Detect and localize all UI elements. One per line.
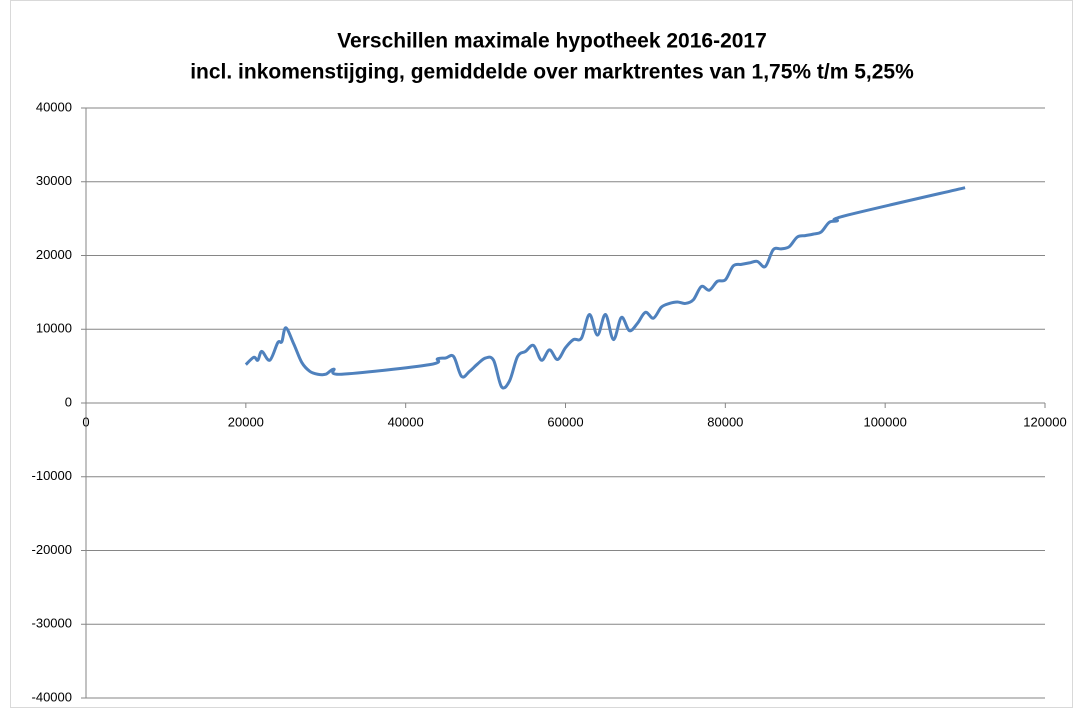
y-tick-label: 40000 — [36, 99, 72, 114]
y-tick-label: 20000 — [36, 247, 72, 262]
x-tick-label: 100000 — [863, 414, 906, 429]
x-tick-label: 120000 — [1023, 414, 1066, 429]
y-tick-label: 0 — [65, 394, 72, 409]
x-tick-label: 20000 — [228, 414, 264, 429]
y-tick-label: -40000 — [32, 689, 72, 704]
chart-border — [10, 0, 1073, 708]
y-tick-label: -10000 — [32, 468, 72, 483]
data-line — [244, 186, 966, 390]
x-tick-label: 60000 — [547, 414, 583, 429]
y-tick-label: 30000 — [36, 173, 72, 188]
x-tick-label: 80000 — [707, 414, 743, 429]
y-tick-label: -30000 — [32, 616, 72, 631]
x-tick-label: 40000 — [388, 414, 424, 429]
x-tick-label: 0 — [82, 414, 89, 429]
chart-title: Verschillen maximale hypotheek 2016-2017 — [337, 30, 767, 53]
chart-subtitle: incl. inkomenstijging, gemiddelde over m… — [190, 61, 914, 84]
y-tick-label: -20000 — [32, 542, 72, 557]
y-tick-label: 10000 — [36, 321, 72, 336]
